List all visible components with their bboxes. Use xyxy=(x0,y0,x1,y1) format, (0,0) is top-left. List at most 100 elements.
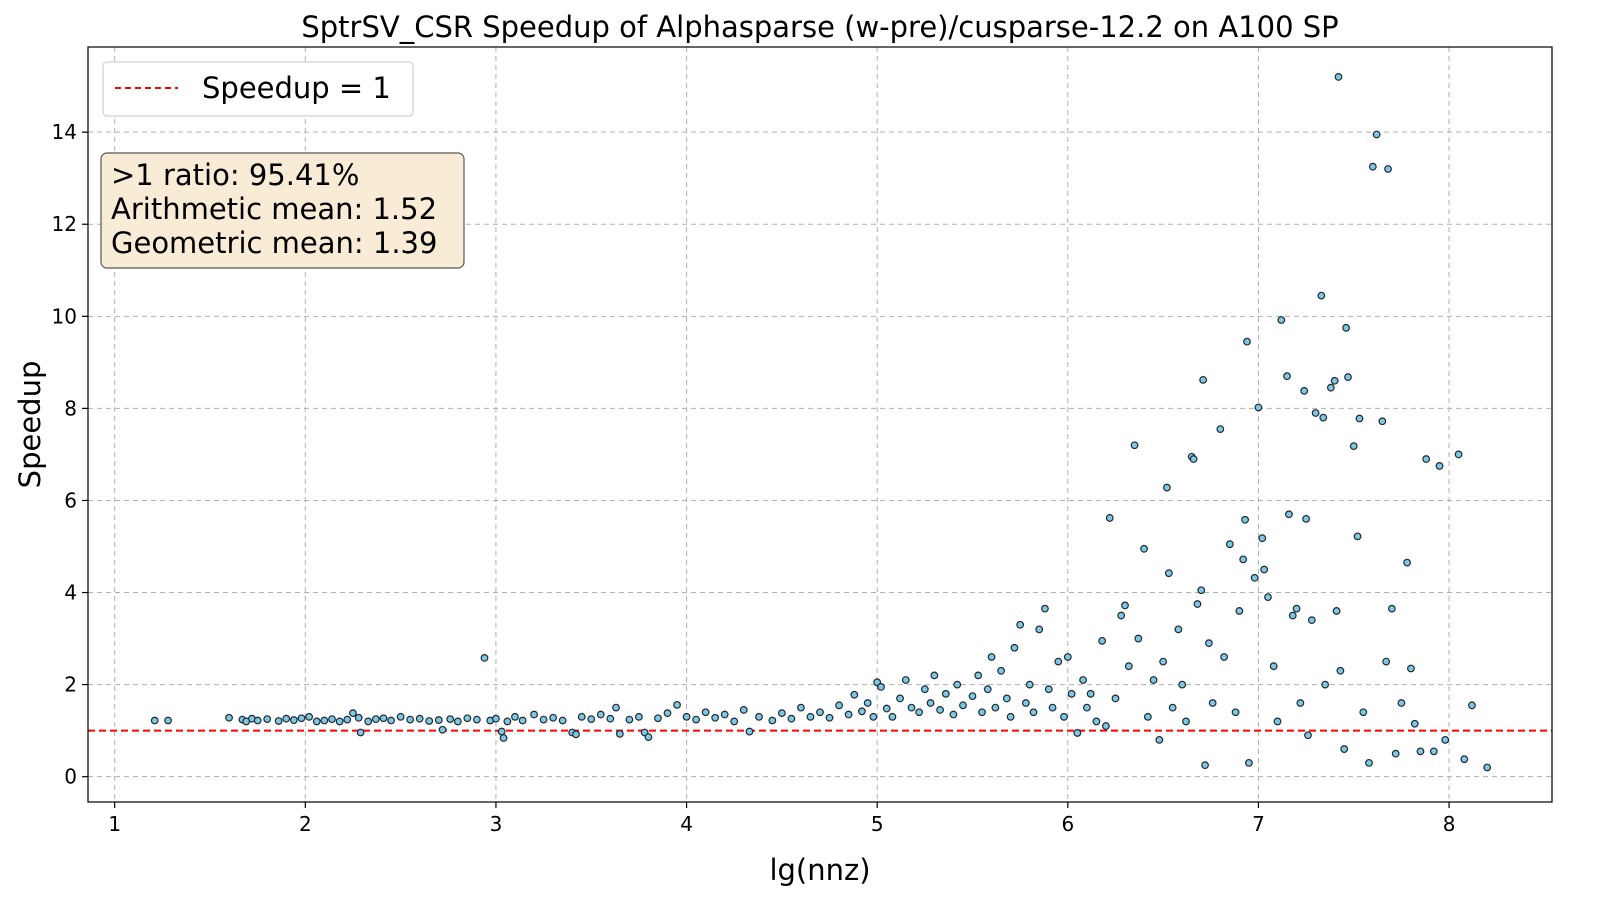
data-point xyxy=(1273,717,1282,726)
data-points xyxy=(150,73,1492,772)
data-point xyxy=(1168,703,1177,712)
data-point xyxy=(596,710,605,719)
data-point xyxy=(1468,701,1476,710)
data-point xyxy=(888,712,897,721)
data-point xyxy=(472,715,481,724)
data-point xyxy=(1163,483,1171,492)
x-tick-label: 5 xyxy=(871,812,884,836)
legend: Speedup = 1 xyxy=(102,61,414,117)
data-point xyxy=(1353,532,1362,541)
data-point xyxy=(1189,455,1198,463)
data-point xyxy=(1317,291,1326,300)
data-point xyxy=(987,653,996,661)
data-point xyxy=(1067,689,1076,698)
data-point xyxy=(446,715,455,724)
data-point xyxy=(225,713,233,722)
data-point xyxy=(1025,680,1034,689)
data-point xyxy=(991,703,1000,712)
data-point xyxy=(343,715,352,724)
data-point xyxy=(1397,699,1406,707)
data-point xyxy=(415,714,424,723)
data-point xyxy=(434,716,443,724)
data-point xyxy=(1269,662,1278,671)
data-point xyxy=(1307,616,1316,625)
chart-title: SptrSV_CSR Speedup of Alphasparse (w-pre… xyxy=(301,10,1338,44)
data-point xyxy=(1241,515,1249,524)
y-tick-label: 4 xyxy=(64,581,77,605)
data-point xyxy=(1435,462,1444,470)
data-point xyxy=(539,715,548,724)
x-tick-label: 8 xyxy=(1443,812,1456,836)
data-point xyxy=(612,703,620,712)
data-point xyxy=(572,730,580,739)
data-point xyxy=(1243,337,1251,346)
data-point xyxy=(1250,573,1259,582)
y-tick-label: 0 xyxy=(64,765,77,789)
data-point xyxy=(1336,666,1345,675)
data-point xyxy=(1140,544,1148,553)
data-point xyxy=(1359,708,1368,717)
data-point xyxy=(1235,607,1244,615)
data-point xyxy=(1231,708,1240,717)
data-point xyxy=(328,715,336,724)
data-point xyxy=(492,714,500,723)
data-point xyxy=(1410,719,1419,728)
data-point xyxy=(1300,386,1309,395)
data-point xyxy=(335,717,344,726)
data-point xyxy=(1098,636,1107,645)
data-point xyxy=(1416,747,1425,756)
data-point xyxy=(850,690,859,699)
data-point xyxy=(1130,441,1139,450)
y-tick-label: 2 xyxy=(64,673,77,697)
data-point xyxy=(1016,620,1025,629)
data-point xyxy=(615,729,624,738)
data-point xyxy=(1082,703,1091,712)
data-point xyxy=(297,714,306,723)
data-point xyxy=(1355,414,1364,423)
data-point xyxy=(549,713,558,722)
y-axis-ticks: 0 2 4 6 8 10 12 14 xyxy=(52,120,88,789)
data-point xyxy=(1258,534,1267,543)
data-point xyxy=(320,716,329,725)
legend-label: Speedup = 1 xyxy=(202,71,391,105)
data-point xyxy=(768,716,777,725)
data-point xyxy=(787,714,796,723)
data-point xyxy=(530,710,538,719)
y-tick-label: 14 xyxy=(52,120,77,144)
stats-annotation: >1 ratio: 95.41% Arithmetic mean: 1.52 G… xyxy=(100,152,465,269)
data-point xyxy=(968,692,977,701)
data-point xyxy=(511,712,519,721)
data-point xyxy=(480,654,489,662)
data-point xyxy=(682,712,691,721)
data-point xyxy=(1178,680,1187,689)
data-point xyxy=(1201,761,1209,770)
data-point xyxy=(941,689,950,698)
data-point xyxy=(349,709,357,718)
data-point xyxy=(755,712,763,721)
data-point xyxy=(1054,657,1063,666)
data-point xyxy=(1372,130,1381,139)
data-point xyxy=(1220,653,1229,661)
data-point xyxy=(1124,662,1133,671)
data-point xyxy=(503,717,512,726)
data-point xyxy=(1260,565,1269,574)
data-point xyxy=(1197,586,1206,595)
data-point xyxy=(920,685,929,694)
data-point xyxy=(274,717,283,725)
data-point xyxy=(1365,758,1373,767)
stats-ratio-text: >1 ratio: 95.41% xyxy=(111,158,359,192)
data-point xyxy=(1048,703,1057,712)
data-point xyxy=(1041,604,1049,613)
data-point xyxy=(1117,611,1126,620)
data-point xyxy=(1105,514,1114,522)
y-tick-label: 12 xyxy=(52,212,77,236)
data-point xyxy=(1344,373,1352,381)
data-point xyxy=(1349,442,1358,451)
data-point xyxy=(711,713,720,722)
data-point xyxy=(959,701,967,710)
data-point xyxy=(1332,607,1341,615)
data-point xyxy=(1277,316,1286,324)
data-point xyxy=(877,683,885,691)
data-point xyxy=(1063,653,1072,661)
data-point xyxy=(835,701,843,710)
